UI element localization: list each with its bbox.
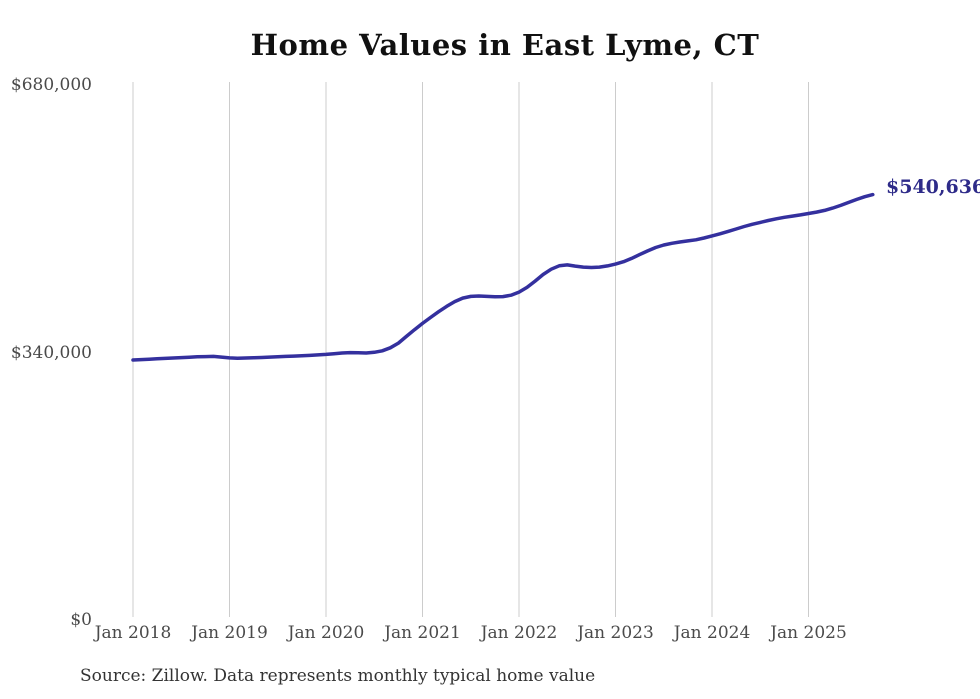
chart-title: Home Values in East Lyme, CT bbox=[250, 28, 760, 62]
value-line bbox=[131, 192, 875, 362]
source-note: Source: Zillow. Data represents monthly … bbox=[80, 666, 596, 686]
x-axis-tick-label: Jan 2019 bbox=[191, 623, 268, 643]
y-axis-tick-label: $340,000 bbox=[10, 342, 92, 363]
x-axis-tick-label: Jan 2018 bbox=[94, 623, 172, 643]
x-axis-tick-label: Jan 2024 bbox=[673, 623, 751, 643]
current-value-label: $540,636 bbox=[886, 176, 980, 198]
x-axis-tick-label: Jan 2023 bbox=[577, 623, 654, 643]
y-axis-tick-label: $0 bbox=[70, 610, 92, 630]
x-axis-tick-label: Jan 2025 bbox=[770, 623, 847, 643]
x-axis-tick-label: Jan 2022 bbox=[480, 623, 558, 643]
x-axis-tick-label: Jan 2020 bbox=[287, 623, 365, 643]
y-axis-tick-label: $680,000 bbox=[10, 75, 92, 95]
x-axis-tick-label: Jan 2021 bbox=[384, 623, 461, 643]
